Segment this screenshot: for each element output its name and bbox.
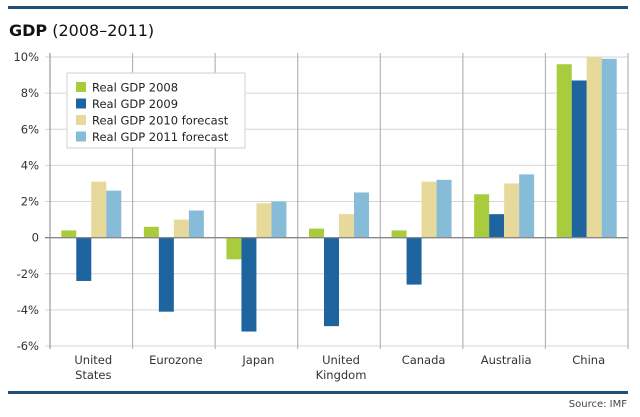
x-category-label: Kingdom: [316, 368, 367, 382]
bar-3: [188, 210, 204, 238]
bar-2: [504, 183, 520, 238]
y-tick-label: 10%: [13, 50, 39, 64]
x-category-label: Canada: [402, 353, 446, 367]
chart-title-bold: GDP: [9, 21, 48, 40]
bottom-rule: [8, 391, 628, 394]
x-category-label: Japan: [241, 353, 274, 367]
y-tick-label: -2%: [17, 267, 39, 281]
bar-0: [61, 230, 77, 238]
x-category-label: United: [74, 353, 112, 367]
bar-3: [354, 192, 369, 238]
bar-1: [571, 80, 587, 238]
legend-box: [66, 72, 246, 149]
bar-3: [519, 174, 535, 238]
x-category-label: China: [572, 353, 605, 367]
bar-0: [391, 230, 407, 238]
bar-3: [601, 58, 617, 238]
top-rule: [8, 6, 628, 9]
bar-2: [256, 203, 272, 238]
bar-0: [226, 237, 242, 260]
bar-1: [76, 237, 92, 281]
bar-0: [143, 226, 159, 238]
bar-3: [271, 201, 287, 238]
y-tick-label: -4%: [17, 303, 39, 317]
legend-label: Real GDP 2009: [92, 97, 178, 111]
legend-label: Real GDP 2008: [92, 81, 178, 95]
bar-2: [91, 181, 107, 238]
bar-0: [309, 228, 324, 238]
bar-2: [339, 214, 354, 238]
legend-label: Real GDP 2011 forecast: [92, 130, 229, 144]
source-note: Source: IMF: [568, 399, 627, 410]
y-tick-label: 0: [32, 231, 39, 245]
bar-0: [556, 64, 572, 238]
y-tick-label: 2%: [21, 195, 39, 209]
x-category-label: United: [322, 353, 360, 367]
bar-2: [173, 219, 189, 238]
legend-swatch: [76, 98, 86, 109]
bar-3: [436, 179, 452, 238]
bar-1: [324, 237, 339, 327]
legend-label: Real GDP 2010 forecast: [92, 114, 229, 128]
x-category-label: States: [75, 368, 111, 382]
bar-0: [474, 194, 490, 238]
bar-1: [158, 237, 174, 312]
legend-swatch: [76, 131, 86, 142]
x-category-label: Australia: [481, 353, 532, 367]
bar-2: [421, 181, 437, 238]
y-tick-label: 8%: [21, 86, 39, 100]
legend-swatch: [76, 82, 86, 92]
legend-swatch: [76, 115, 86, 125]
y-tick-label: -6%: [17, 339, 39, 353]
chart-title-rest: (2008–2011): [47, 21, 155, 40]
bar-1: [489, 214, 505, 238]
y-tick-label: 6%: [21, 122, 39, 136]
bar-1: [406, 237, 422, 285]
bar-2: [586, 57, 602, 238]
bar-3: [106, 190, 122, 238]
chart-title: GDP (2008–2011): [9, 21, 154, 40]
y-tick-label: 4%: [21, 158, 39, 172]
x-category-label: Eurozone: [149, 353, 203, 367]
bar-1: [241, 237, 257, 332]
